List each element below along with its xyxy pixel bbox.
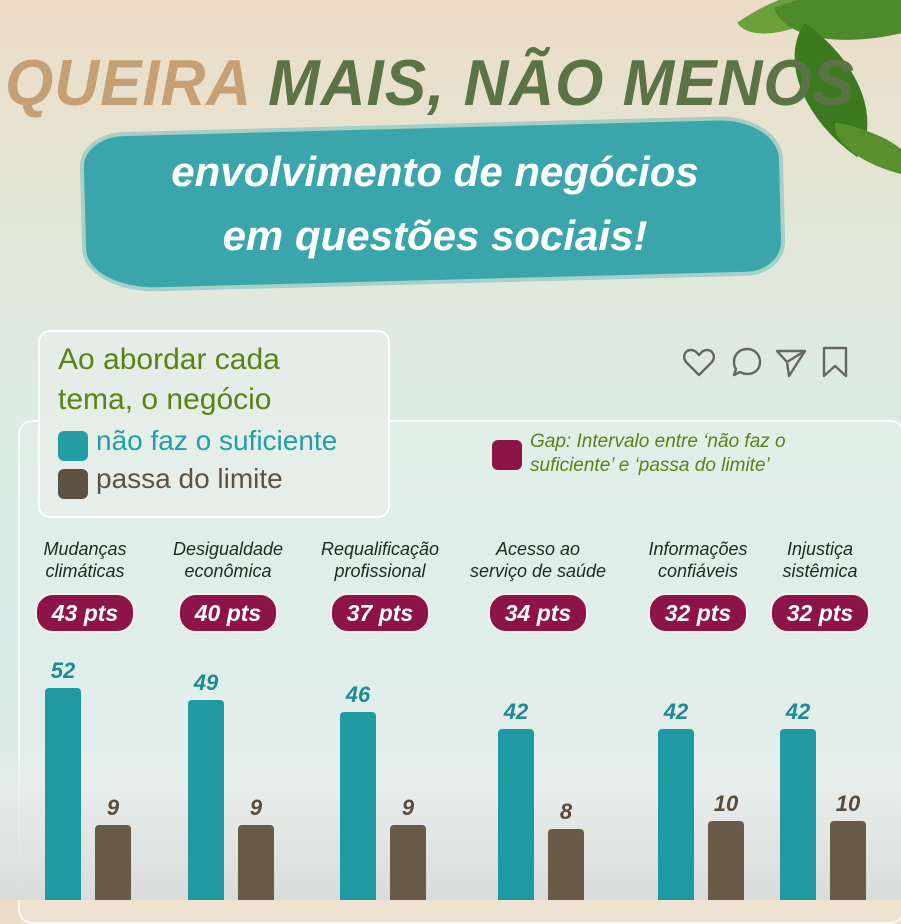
- category-label-line: Injustiça: [786, 539, 854, 559]
- bar-value-label: 42: [785, 698, 811, 724]
- bar-not-enough: [340, 712, 376, 900]
- headline: QUEIRA MAIS, NÃO MENOS: [0, 46, 860, 121]
- category-label-line: serviço de saúde: [469, 561, 607, 581]
- bar-not-enough: [780, 728, 816, 900]
- category-label-line: climáticas: [45, 561, 125, 581]
- bar-value-label: 8: [559, 799, 573, 825]
- bar-not-enough: [658, 728, 694, 900]
- bar-value-label: 9: [106, 795, 120, 821]
- bar-not-enough: [188, 700, 224, 900]
- legend-swatch-brown: [58, 469, 88, 499]
- leaf-decoration: [828, 122, 901, 178]
- category-label: Desigualdade econômica: [148, 538, 308, 582]
- subtitle-line-1: envolvimento de negócios: [171, 148, 699, 195]
- category-label-line: econômica: [184, 561, 272, 581]
- category-label: Informações confiáveis: [618, 538, 778, 582]
- gap-legend-line-1: Gap: Intervalo entre ‘não faz o: [530, 431, 786, 452]
- legend-box: [38, 330, 390, 518]
- legend-swatch-teal: [58, 431, 88, 461]
- bar-value-label: 52: [50, 658, 76, 683]
- bar-not-enough: [45, 688, 81, 900]
- bar-value-label: 49: [193, 670, 219, 696]
- legend-intro-line-2: tema, o negócio: [58, 383, 272, 416]
- gap-legend-label: Gap: Intervalo entre ‘não faz o suficien…: [530, 430, 880, 478]
- headline-part-2: MAIS, NÃO MENOS: [268, 47, 855, 120]
- gap-pill: 32 pts: [648, 593, 748, 633]
- headline-part-1: QUEIRA: [5, 47, 269, 120]
- legend-swatch-gap: [492, 440, 522, 470]
- subtitle-line-2: em questões sociais!: [222, 212, 648, 259]
- bar-value-label: 9: [249, 795, 263, 821]
- send-icon[interactable]: [774, 345, 808, 379]
- gap-pill: 32 pts: [770, 593, 870, 633]
- gap-pill: 40 pts: [178, 593, 278, 633]
- bookmark-icon[interactable]: [818, 345, 852, 379]
- category-label-line: sistêmica: [782, 561, 858, 581]
- bar-not-enough: [498, 728, 534, 900]
- category-label-line: Acesso ao: [495, 539, 581, 559]
- category-label-line: profissional: [334, 561, 426, 581]
- legend-intro: Ao abordar cada tema, o negócio: [58, 340, 358, 420]
- bar-value-label: 10: [713, 791, 739, 817]
- legend-label-series-b: passa do limite: [96, 463, 283, 494]
- bar-value-label: 10: [835, 791, 861, 817]
- bar-value-label: 9: [401, 795, 415, 821]
- bar-value-label: 42: [503, 698, 529, 724]
- comment-icon[interactable]: [730, 345, 764, 379]
- subtitle: envolvimento de negócios em questões soc…: [95, 140, 775, 268]
- category-label: Requalificação profissional: [300, 538, 460, 582]
- category-label: Mudanças climáticas: [5, 538, 165, 582]
- gap-pill: 43 pts: [35, 593, 135, 633]
- bar-over-limit: [95, 825, 131, 900]
- gap-legend-line-2: suficiente’ e ‘passa do limite’: [530, 455, 770, 476]
- bar-value-label: 46: [345, 682, 371, 708]
- category-label-line: Desigualdade: [172, 539, 284, 559]
- category-label-line: Requalificação: [320, 539, 440, 559]
- gap-pill: 37 pts: [330, 593, 430, 633]
- bar-over-limit: [548, 829, 584, 900]
- category-label-line: confiáveis: [657, 561, 739, 581]
- bar-over-limit: [238, 825, 274, 900]
- legend-label-series-a: não faz o suficiente: [96, 425, 338, 456]
- floor-backdrop: [0, 745, 901, 900]
- bar-value-label: 42: [663, 698, 689, 724]
- category-label: Acesso ao serviço de saúde: [458, 538, 618, 582]
- category-label-line: Informações: [648, 539, 748, 559]
- bar-over-limit: [708, 821, 744, 900]
- legend-intro-line-1: Ao abordar cada: [58, 343, 280, 376]
- category-label-line: Mudanças: [43, 539, 127, 559]
- heart-icon[interactable]: [682, 345, 716, 379]
- bar-over-limit: [830, 821, 866, 900]
- gap-pill: 34 pts: [488, 593, 588, 633]
- bar-over-limit: [390, 825, 426, 900]
- category-label: Injustiça sistêmica: [740, 538, 900, 582]
